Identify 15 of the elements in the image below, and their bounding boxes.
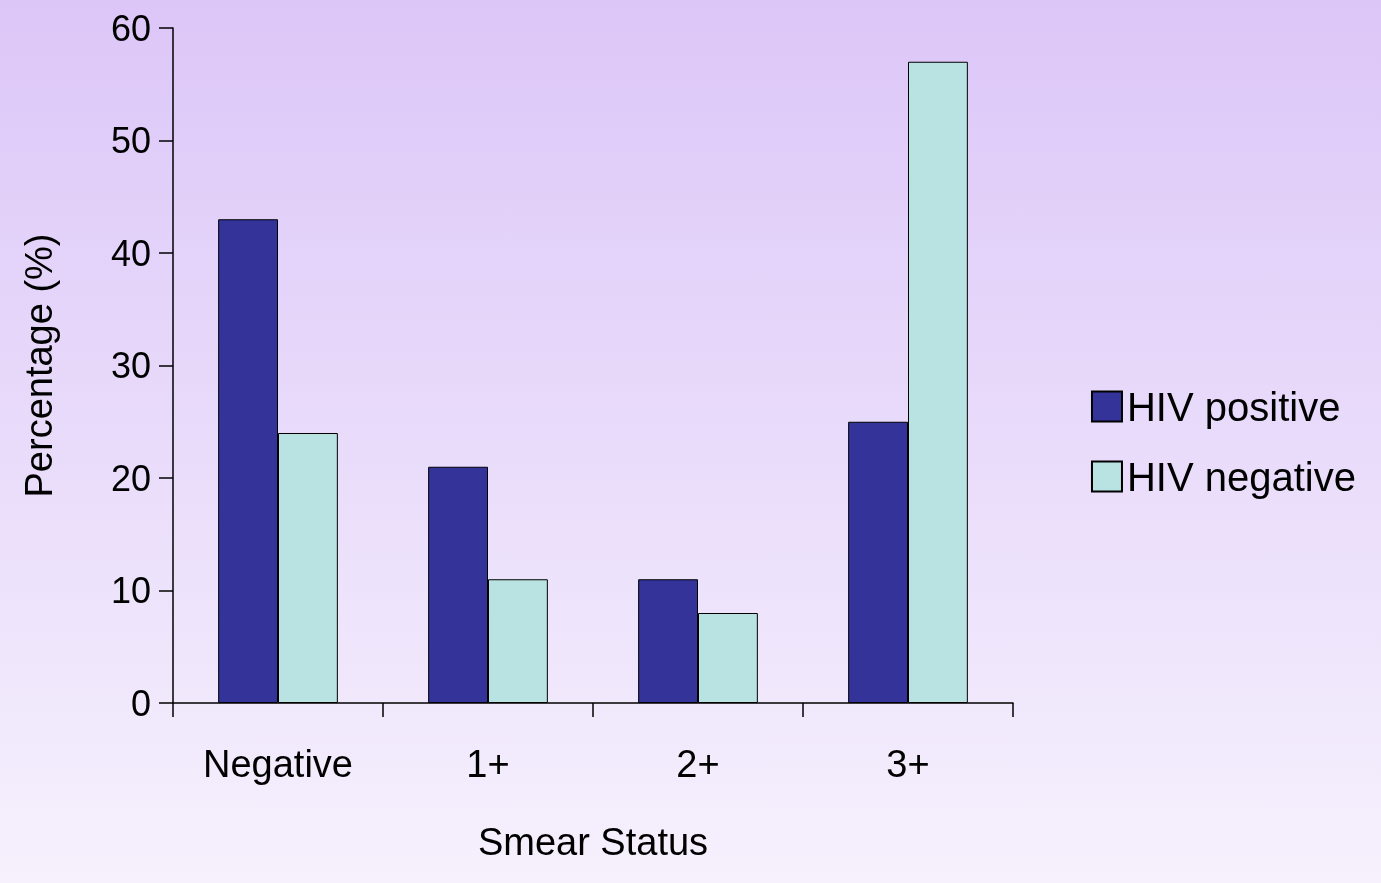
y-tick-label: 10 bbox=[110, 570, 151, 611]
y-tick-label: 60 bbox=[110, 7, 151, 49]
y-tick-label: 40 bbox=[110, 232, 151, 274]
y-tick-label: 20 bbox=[110, 457, 151, 499]
y-tick-label: 30 bbox=[110, 345, 151, 386]
legend-label: HIV positive bbox=[1126, 384, 1341, 429]
x-tick-label: 2+ bbox=[676, 743, 720, 785]
y-axis-title: Percentage (%) bbox=[18, 233, 60, 498]
y-tick-label: 0 bbox=[130, 682, 151, 724]
legend-label: HIV negative bbox=[1126, 454, 1357, 499]
x-tick-label: Negative bbox=[203, 743, 353, 785]
x-axis-title: Smear Status bbox=[477, 821, 709, 863]
y-tick-label: 50 bbox=[110, 120, 151, 161]
x-tick-label: 3+ bbox=[886, 743, 930, 785]
x-tick-label: 1+ bbox=[466, 743, 510, 785]
